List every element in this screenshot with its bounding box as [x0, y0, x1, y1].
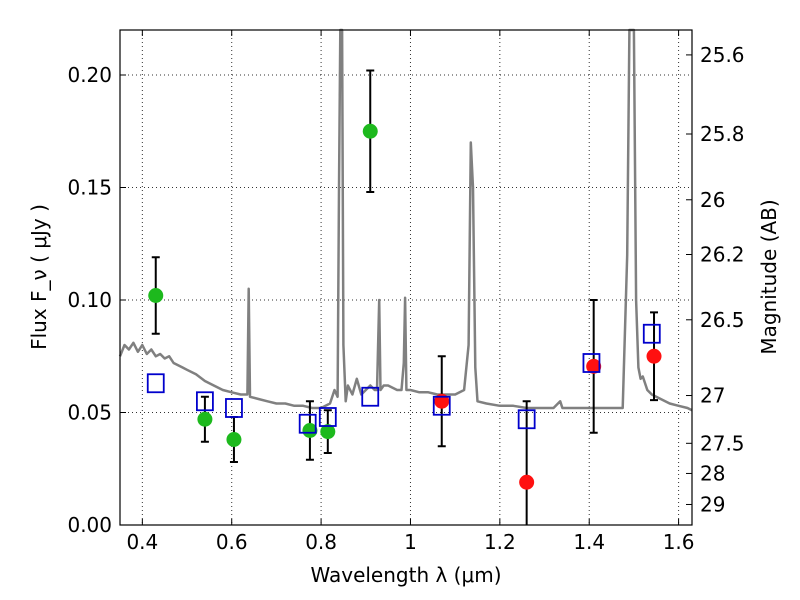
- x-tick-label: 1.6: [663, 530, 695, 554]
- y-right-tick-label: 25.8: [700, 122, 745, 146]
- y-right-tick-label: 26.2: [700, 242, 745, 266]
- x-tick-label: 1.2: [484, 530, 516, 554]
- x-axis-label: Wavelength λ (μm): [310, 563, 501, 587]
- y-tick-label: 0.05: [67, 401, 112, 425]
- plot-frame: [119, 29, 693, 526]
- green-data-point: [148, 288, 164, 303]
- x-tick-label: 1.4: [573, 530, 605, 554]
- y-axis-right-label: Magnitude (AB): [757, 199, 781, 354]
- grid-layer: [120, 30, 692, 526]
- red-data-point: [519, 474, 535, 490]
- green-data-point: [320, 424, 336, 440]
- blue-model-square: [146, 373, 165, 394]
- blue-model-square: [361, 386, 380, 407]
- green-data-point: [226, 432, 242, 447]
- spectrum-layer: [118, 28, 693, 412]
- y-tick-label: 0.00: [67, 513, 112, 537]
- y-right-tick-label: 29: [700, 492, 725, 516]
- y-right-tick-label: 26.5: [700, 308, 745, 332]
- blue-model-square: [196, 391, 214, 412]
- blue-model-square: [642, 323, 661, 344]
- red-data-point: [586, 358, 602, 374]
- y-right-tick-label: 27.5: [700, 431, 745, 455]
- marker-layer: [146, 123, 662, 490]
- y-right-tick-label: 28: [700, 461, 725, 485]
- model-spectrum-line: [118, 28, 693, 412]
- y-right-tick-label: 25.6: [700, 43, 745, 67]
- ticks-layer: 0.4 0.6 0.8 1 1.2 1.4 1.6 0.00 0.05 0.10 0.15 0.20 2…: [67, 30, 745, 554]
- blue-model-square: [318, 407, 337, 427]
- blue-model-square: [517, 409, 536, 430]
- y-right-tick-label: 27: [700, 384, 725, 408]
- y-tick-label: 0.10: [67, 288, 112, 312]
- green-data-point: [197, 411, 213, 427]
- blue-model-square: [298, 413, 317, 434]
- green-data-point: [302, 423, 318, 438]
- blue-model-square: [432, 395, 451, 416]
- x-tick-label: 0.6: [216, 530, 248, 554]
- blue-model-square: [225, 398, 243, 418]
- y-right-tick-label: 26: [700, 188, 725, 212]
- x-tick-label: 0.8: [305, 530, 337, 554]
- y-tick-label: 0.15: [67, 176, 112, 200]
- green-data-point: [362, 123, 378, 139]
- x-tick-label: 1: [404, 530, 417, 554]
- y-axis-left-label: Flux F_ν ( μJy ): [27, 204, 51, 350]
- red-data-point: [646, 348, 662, 364]
- x-tick-label: 0.4: [126, 530, 158, 554]
- blue-model-square: [582, 353, 601, 373]
- y-tick-label: 0.20: [67, 63, 112, 87]
